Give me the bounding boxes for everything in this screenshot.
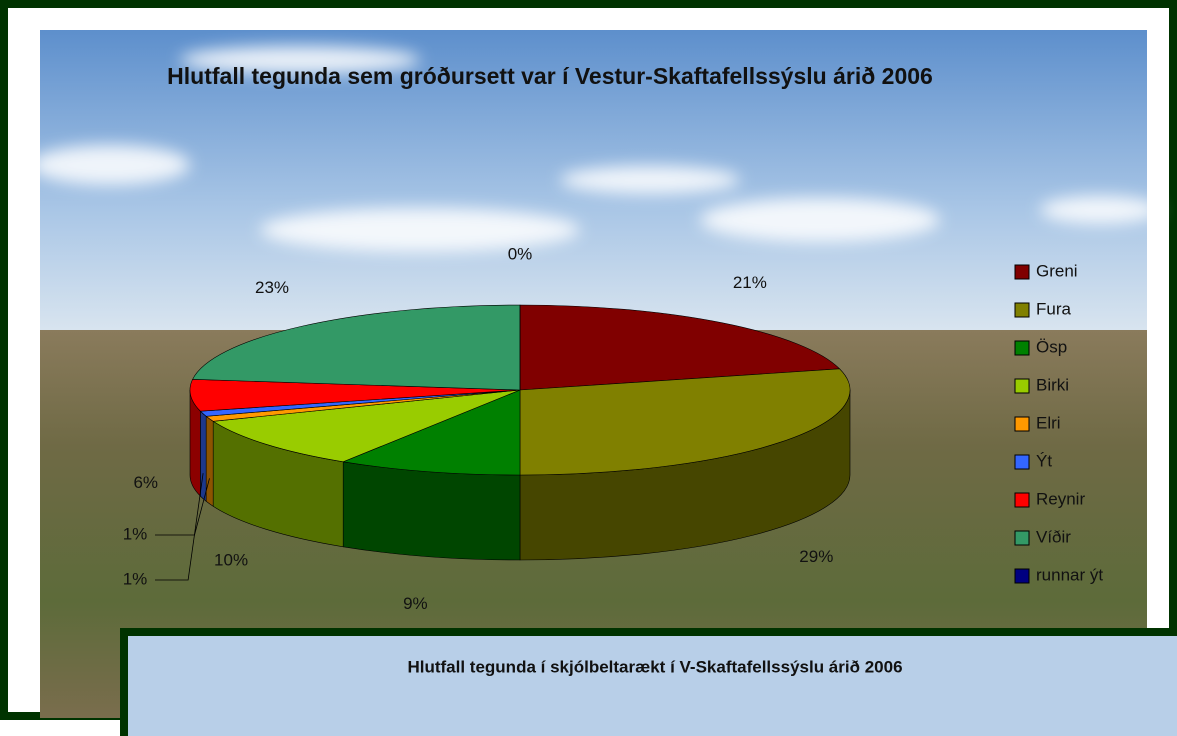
legend-label: Víðir	[1036, 527, 1071, 546]
data-label: 9%	[403, 594, 428, 613]
data-label: 6%	[133, 473, 158, 492]
legend-label: Fura	[1036, 299, 1072, 318]
frame-2	[124, 632, 1177, 736]
legend-swatch	[1015, 417, 1029, 431]
legend-label: Reynir	[1036, 489, 1085, 508]
data-label: 21%	[733, 273, 767, 292]
legend-label: Ýt	[1036, 451, 1052, 470]
legend-swatch	[1015, 379, 1029, 393]
chart-title: Hlutfall tegunda sem gróðursett var í Ve…	[140, 58, 960, 94]
slice-side	[206, 416, 213, 506]
legend-label: Greni	[1036, 261, 1078, 280]
data-label: 1%	[123, 569, 148, 588]
legend-label: Ösp	[1036, 337, 1067, 356]
data-label: 23%	[255, 278, 289, 297]
data-label: 29%	[799, 547, 833, 566]
data-label: 0%	[508, 244, 533, 263]
legend-label: runnar ýt	[1036, 565, 1103, 584]
legend-swatch	[1015, 303, 1029, 317]
legend-swatch	[1015, 265, 1029, 279]
legend-swatch	[1015, 569, 1029, 583]
legend-label: Elri	[1036, 413, 1061, 432]
chart: 21% 29% 9% 10% 1% 1% 6% 23% 0% Greni Fura Ösp Birki E…	[0, 0, 1177, 736]
chart-title-2: Hlutfall tegunda í skjólbeltarækt í V-Sk…	[407, 657, 902, 676]
data-label: 1%	[123, 524, 148, 543]
legend-swatch	[1015, 455, 1029, 469]
legend-swatch	[1015, 493, 1029, 507]
data-label: 10%	[214, 551, 248, 570]
legend-swatch	[1015, 341, 1029, 355]
page: 21% 29% 9% 10% 1% 1% 6% 23% 0% Greni Fura Ösp Birki E…	[0, 0, 1177, 736]
legend-swatch	[1015, 531, 1029, 545]
legend-label: Birki	[1036, 375, 1069, 394]
slice-side	[343, 462, 520, 560]
